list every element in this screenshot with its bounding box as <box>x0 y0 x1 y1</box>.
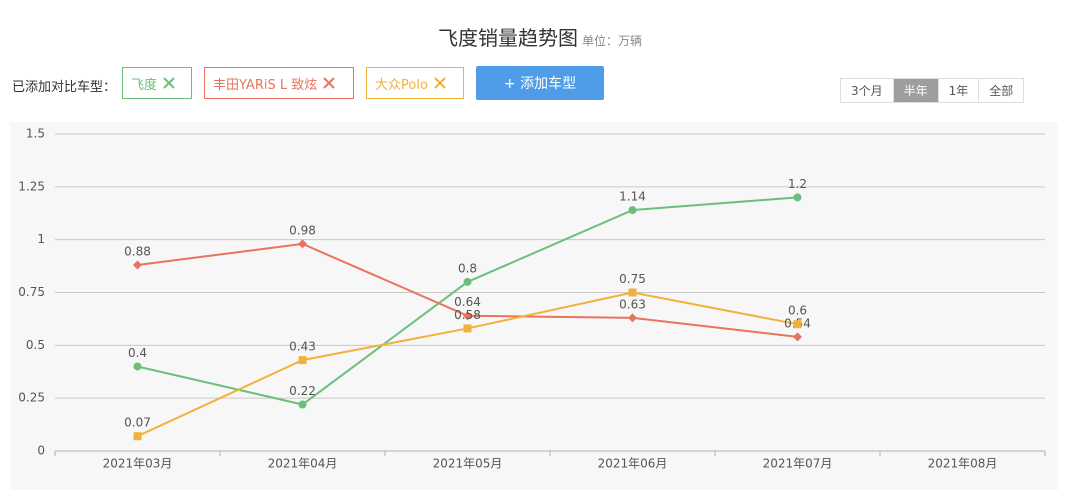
remove-icon[interactable] <box>434 77 446 89</box>
point <box>628 288 637 297</box>
data-label: 0.07 <box>124 416 151 430</box>
range-button[interactable]: 全部 <box>978 79 1024 102</box>
data-label: 0.64 <box>454 295 481 309</box>
point <box>463 324 472 333</box>
point <box>298 239 307 249</box>
data-label: 0.88 <box>124 245 151 259</box>
legend-chip[interactable]: 丰田YARiS L 致炫 <box>204 67 354 99</box>
data-label: 0.8 <box>458 261 477 275</box>
data-label: 0.98 <box>289 223 316 237</box>
y-tick-label: 0.75 <box>18 285 45 299</box>
legend-label: 飞度 <box>131 77 158 93</box>
remove-icon[interactable] <box>163 77 175 89</box>
legend-label: 丰田YARiS L 致炫 <box>213 77 318 93</box>
point <box>133 260 142 270</box>
point <box>298 400 307 409</box>
y-tick-label: 0 <box>37 444 45 458</box>
data-label: 0.63 <box>619 297 646 311</box>
point <box>133 432 142 441</box>
point <box>793 320 802 329</box>
range-button[interactable]: 半年 <box>892 79 938 102</box>
data-label: 0.58 <box>454 308 481 322</box>
chart-subtitle: 单位：万辆 <box>581 34 642 48</box>
data-label: 0.4 <box>128 346 147 360</box>
legend-label: 大众Polo <box>375 77 428 93</box>
y-tick-label: 1.25 <box>18 179 45 193</box>
x-tick-label: 2021年06月 <box>598 457 668 471</box>
data-label: 0.75 <box>619 272 646 286</box>
plot-background <box>10 122 1058 490</box>
compare-label: 已添加对比车型： <box>12 80 117 95</box>
point <box>463 311 472 321</box>
y-tick-label: 0.25 <box>18 391 45 405</box>
point <box>628 313 637 323</box>
data-label: 1.14 <box>619 190 646 204</box>
data-label: 1.2 <box>788 177 807 191</box>
x-tick-label: 2021年04月 <box>268 457 338 471</box>
legend-chip[interactable]: 大众Polo <box>366 67 464 99</box>
x-tick-label: 2021年05月 <box>433 457 503 471</box>
remove-cross <box>323 77 335 89</box>
y-tick-label: 1.5 <box>26 127 45 141</box>
range-button[interactable]: 3个月 <box>841 79 893 102</box>
point <box>793 193 802 202</box>
remove-cross <box>434 77 446 89</box>
x-tick-label: 2021年03月 <box>103 457 173 471</box>
point <box>463 277 472 286</box>
point <box>628 206 637 215</box>
remove-icon[interactable] <box>323 77 335 89</box>
range-selector: 3个月 半年 1年 全部 <box>840 78 1025 103</box>
point <box>298 356 307 365</box>
data-label: 0.22 <box>289 384 316 398</box>
point <box>133 362 142 371</box>
x-tick-label: 2021年08月 <box>928 457 998 471</box>
y-tick-label: 0.5 <box>26 338 45 352</box>
legend-chip[interactable]: 飞度 <box>122 67 192 99</box>
chart-title: 飞度销量趋势图 <box>437 26 578 50</box>
range-button[interactable]: 1年 <box>937 79 979 102</box>
remove-cross <box>163 77 175 89</box>
data-label: 0.43 <box>289 340 316 354</box>
data-label: 0.6 <box>788 304 807 318</box>
add-model-button[interactable]: + 添加车型 <box>476 66 604 100</box>
chart-title-row: 飞度销量趋势图 单位：万辆 <box>0 22 1080 51</box>
y-tick-label: 1 <box>37 232 45 246</box>
x-tick-label: 2021年07月 <box>763 457 833 471</box>
point <box>793 332 802 342</box>
